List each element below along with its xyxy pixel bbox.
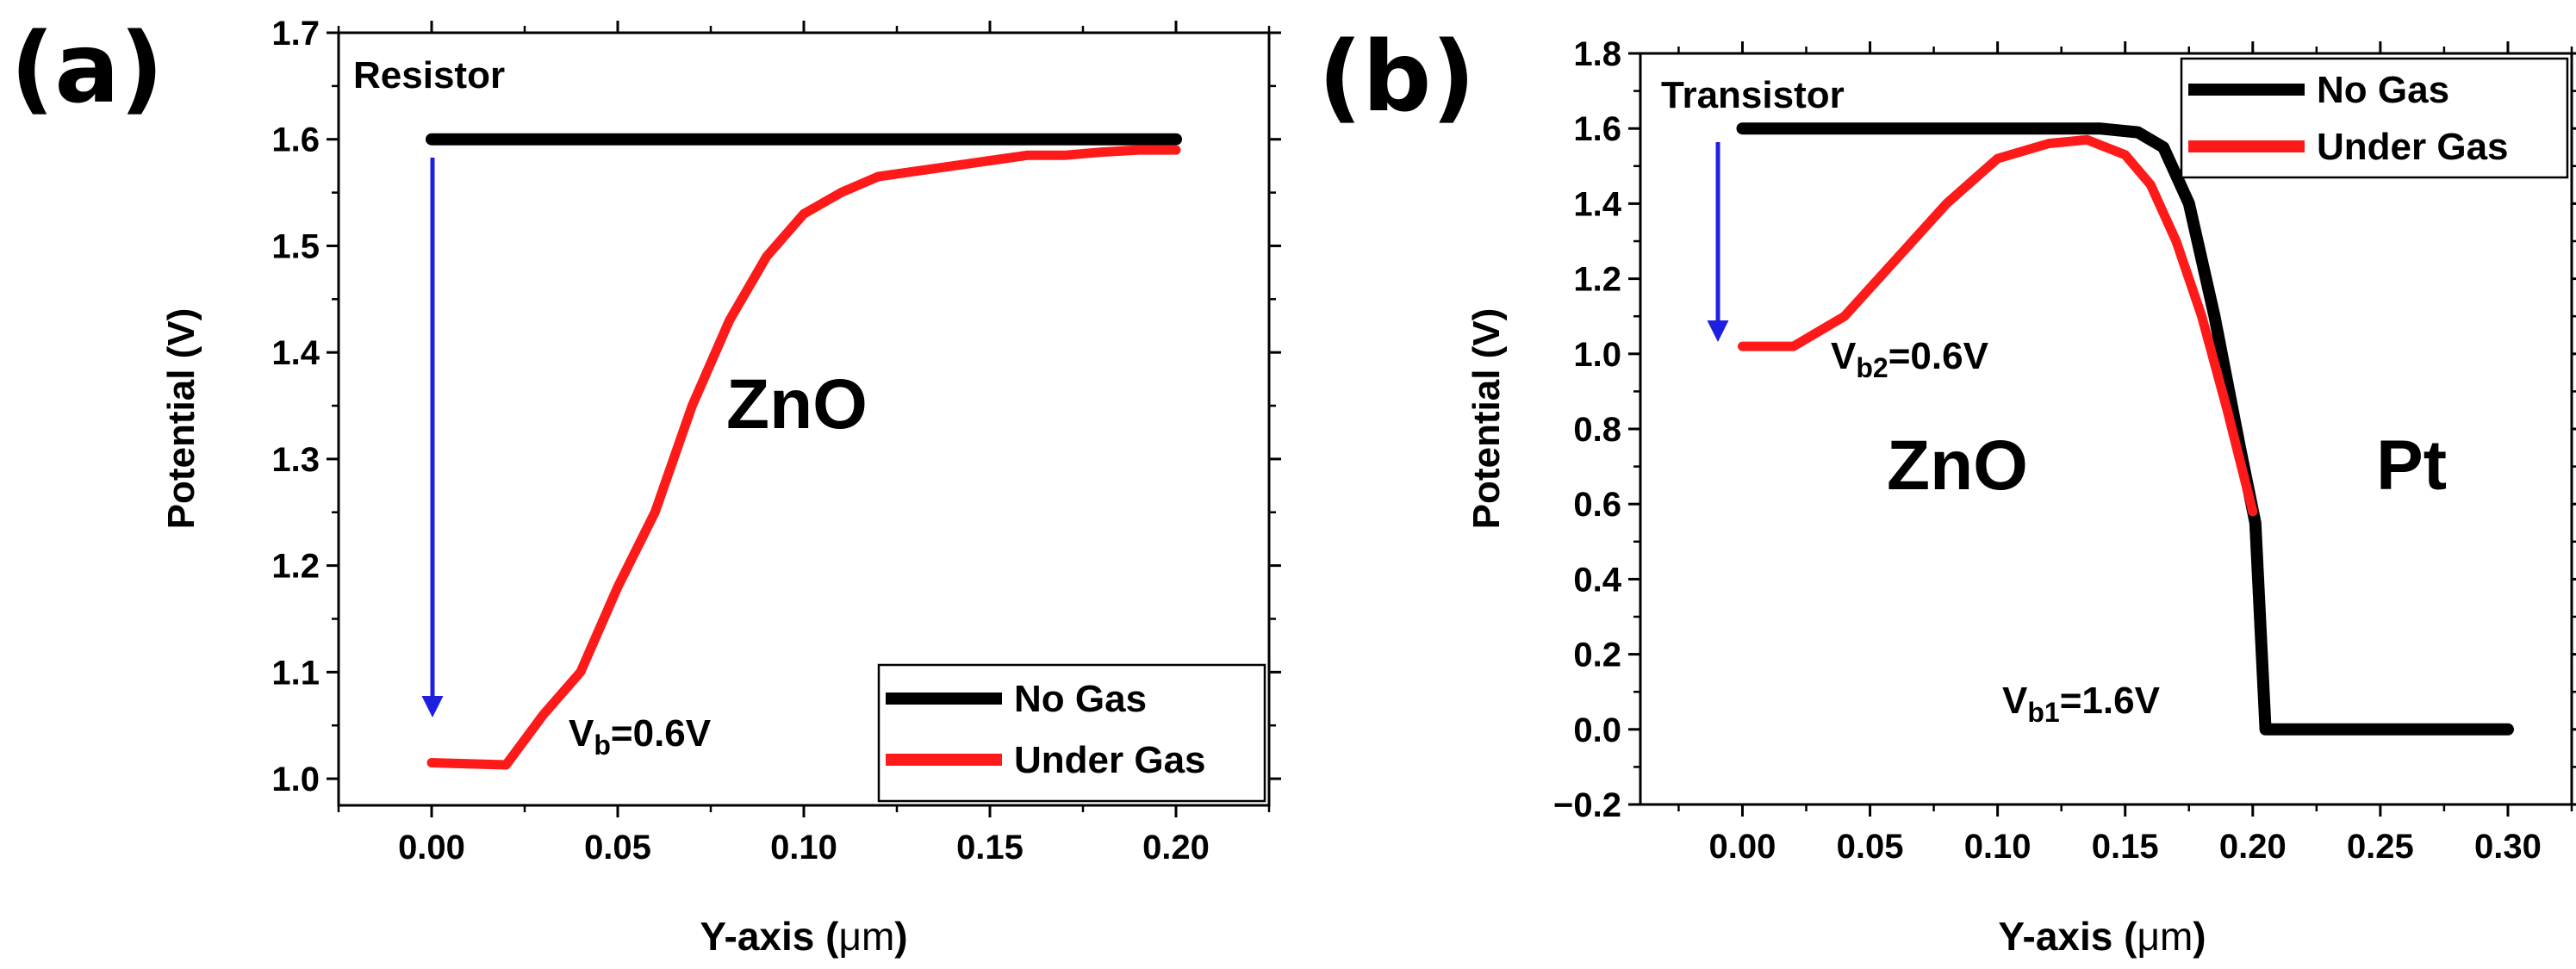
x-tick-label-b: 0.25 — [2347, 828, 2414, 866]
series-no-gas-b — [1736, 122, 2514, 736]
device-label-b: Transistor — [1661, 74, 1845, 116]
y-axis-label-b: Potential (V) — [1465, 308, 1508, 530]
y-tick-label-a: 1.7 — [271, 15, 320, 53]
x-tick-label-a: 0.15 — [956, 829, 1024, 867]
y-tick-label-b: 1.4 — [1573, 185, 1621, 223]
barrier-label-b1: Vb1=1.6V — [2002, 680, 2161, 728]
y-tick-label-b: 0.6 — [1573, 486, 1621, 524]
y-tick-label-b: 1.6 — [1573, 110, 1621, 148]
x-tick-label-b: 0.30 — [2474, 828, 2542, 866]
legend-item-under-gas-b: Under Gas — [2317, 126, 2509, 168]
barrier-label-a: Vb=0.6V — [569, 712, 712, 761]
material-label-pt-b: Pt — [2376, 426, 2447, 505]
x-tick-label-a: 0.05 — [584, 829, 651, 867]
material-label-a: ZnO — [726, 365, 868, 444]
legend-item-under-gas-a: Under Gas — [1014, 739, 1206, 781]
y-tick-label-a: 1.4 — [271, 334, 320, 372]
legend-item-no-gas-b: No Gas — [2317, 69, 2449, 111]
y-tick-label-a: 1.3 — [271, 441, 320, 479]
y-tick-label-b: 0.0 — [1573, 711, 1621, 749]
x-axis-label-a: Y-axis (μm) — [700, 914, 907, 959]
x-tick-label-b: 0.05 — [1837, 828, 1904, 866]
y-tick-label-b: 1.2 — [1573, 261, 1621, 299]
y-tick-label-a: 1.0 — [271, 761, 320, 798]
x-tick-label-b: 0.10 — [1964, 828, 2032, 866]
y-tick-label-a: 1.5 — [271, 227, 320, 265]
y-tick-label-b: −0.2 — [1553, 786, 1621, 824]
panel-label-a: (a) — [10, 13, 164, 125]
panel-label-b: (b) — [1318, 22, 1476, 134]
x-tick-label-b: 0.15 — [2092, 828, 2159, 866]
y-tick-label-b: 0.4 — [1573, 561, 1621, 599]
y-tick-label-b: 0.2 — [1573, 637, 1621, 674]
x-axis-label-b: Y-axis (μm) — [1998, 914, 2206, 959]
x-tick-label-a: 0.20 — [1142, 829, 1210, 867]
x-tick-label-b: 0.20 — [2219, 828, 2287, 866]
legend-item-no-gas-a: No Gas — [1014, 678, 1147, 720]
y-tick-label-b: 0.8 — [1573, 411, 1621, 449]
y-tick-label-a: 1.6 — [271, 121, 320, 159]
barrier-label-b2: Vb2=0.6V — [1831, 335, 1989, 383]
y-tick-label-b: 1.8 — [1573, 35, 1621, 73]
x-tick-label-a: 0.00 — [398, 829, 465, 867]
y-tick-label-b: 1.0 — [1573, 336, 1621, 374]
y-axis-label-a: Potential (V) — [160, 308, 202, 530]
panel-a: (a) 1.0 1.1 1.2 1.3 1.4 1.5 1.6 1.7 0.00 0.05 0.1… — [10, 13, 1281, 959]
legend-a: No Gas Under Gas — [877, 663, 1266, 803]
material-label-zno-b: ZnO — [1887, 426, 2028, 505]
series-under-gas-b — [1738, 134, 2258, 517]
device-label-a: Resistor — [353, 54, 505, 96]
x-tick-label-a: 0.10 — [770, 829, 837, 867]
panel-b: (b) −0.2 0.0 0.2 0.4 0.6 0.8 1.0 1.2 1.4 1.6 1.8 0… — [1318, 22, 2576, 959]
y-tick-label-a: 1.2 — [271, 548, 320, 586]
y-tick-label-a: 1.1 — [271, 654, 320, 692]
x-tick-label-b: 0.00 — [1709, 828, 1776, 866]
legend-b: No Gas Under Gas — [2180, 57, 2569, 179]
series-under-gas-a — [426, 145, 1181, 770]
